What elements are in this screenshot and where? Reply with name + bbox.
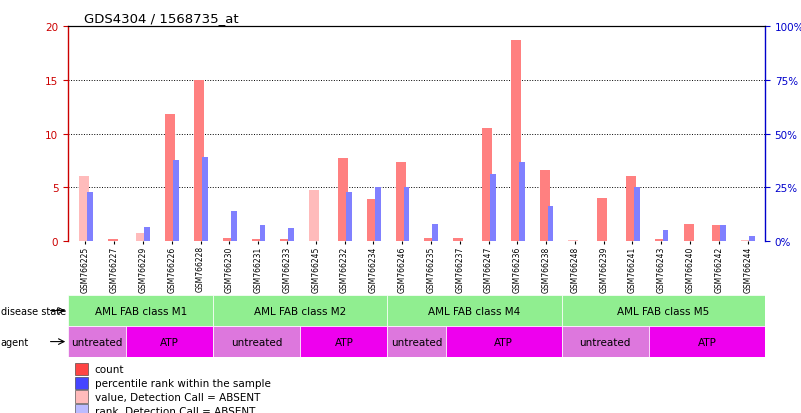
Text: count: count [95, 364, 124, 374]
Bar [404, 188, 409, 242]
Bar [634, 188, 640, 242]
Text: percentile rank within the sample: percentile rank within the sample [95, 378, 271, 388]
Bar [78, 176, 89, 242]
Bar [662, 231, 669, 242]
Bar [309, 190, 320, 242]
Text: ATP: ATP [160, 337, 179, 347]
Bar [223, 238, 233, 242]
Bar [562, 295, 765, 326]
Bar [127, 326, 213, 357]
Text: untreated: untreated [391, 337, 442, 347]
Text: untreated: untreated [580, 337, 631, 347]
Bar [213, 326, 300, 357]
Bar [425, 238, 434, 242]
Bar [519, 162, 525, 242]
Text: ATP: ATP [335, 337, 353, 347]
Bar [375, 188, 380, 242]
Bar [540, 171, 549, 242]
Bar [654, 240, 665, 242]
Bar [213, 295, 388, 326]
Text: AML FAB class M4: AML FAB class M4 [429, 306, 521, 316]
Text: ATP: ATP [494, 337, 513, 347]
Bar [649, 326, 765, 357]
Bar [87, 192, 93, 242]
Bar [720, 225, 726, 242]
Bar [626, 176, 636, 242]
Bar [741, 240, 751, 242]
Bar [68, 295, 213, 326]
Bar [288, 229, 294, 242]
Text: agent: agent [1, 337, 29, 347]
Text: AML FAB class M5: AML FAB class M5 [618, 306, 710, 316]
Bar [490, 175, 496, 242]
Bar [75, 404, 87, 413]
Bar [75, 363, 87, 375]
Bar [280, 240, 291, 242]
Bar [433, 224, 438, 242]
Bar [598, 199, 607, 242]
Bar [548, 206, 553, 242]
Bar [136, 233, 147, 242]
Text: rank, Detection Call = ABSENT: rank, Detection Call = ABSENT [95, 406, 255, 413]
Bar [75, 377, 87, 389]
Bar [68, 326, 127, 357]
Bar [683, 224, 694, 242]
Bar [107, 240, 118, 242]
Bar [453, 238, 463, 242]
Bar [562, 326, 649, 357]
Text: untreated: untreated [231, 337, 283, 347]
Bar [712, 225, 723, 242]
Bar [445, 326, 562, 357]
Bar [231, 211, 236, 242]
Bar [75, 391, 87, 404]
Bar [252, 240, 262, 242]
Bar [165, 115, 175, 242]
Text: untreated: untreated [71, 337, 123, 347]
Bar [300, 326, 388, 357]
Text: ATP: ATP [698, 337, 716, 347]
Bar [511, 41, 521, 242]
Bar [388, 295, 562, 326]
Bar [482, 129, 492, 242]
Bar [202, 158, 207, 242]
Text: value, Detection Call = ABSENT: value, Detection Call = ABSENT [95, 392, 260, 402]
Text: AML FAB class M1: AML FAB class M1 [95, 306, 187, 316]
Bar [749, 236, 755, 242]
Bar [569, 240, 578, 242]
Bar [260, 225, 265, 242]
Bar [194, 81, 204, 242]
Text: GDS4304 / 1568735_at: GDS4304 / 1568735_at [84, 12, 239, 25]
Bar [346, 192, 352, 242]
Text: AML FAB class M2: AML FAB class M2 [254, 306, 347, 316]
Bar [396, 162, 406, 242]
Bar [367, 200, 377, 242]
Bar [173, 161, 179, 242]
Bar [388, 326, 445, 357]
Text: disease state: disease state [1, 306, 66, 316]
Bar [338, 159, 348, 242]
Bar [144, 228, 150, 242]
